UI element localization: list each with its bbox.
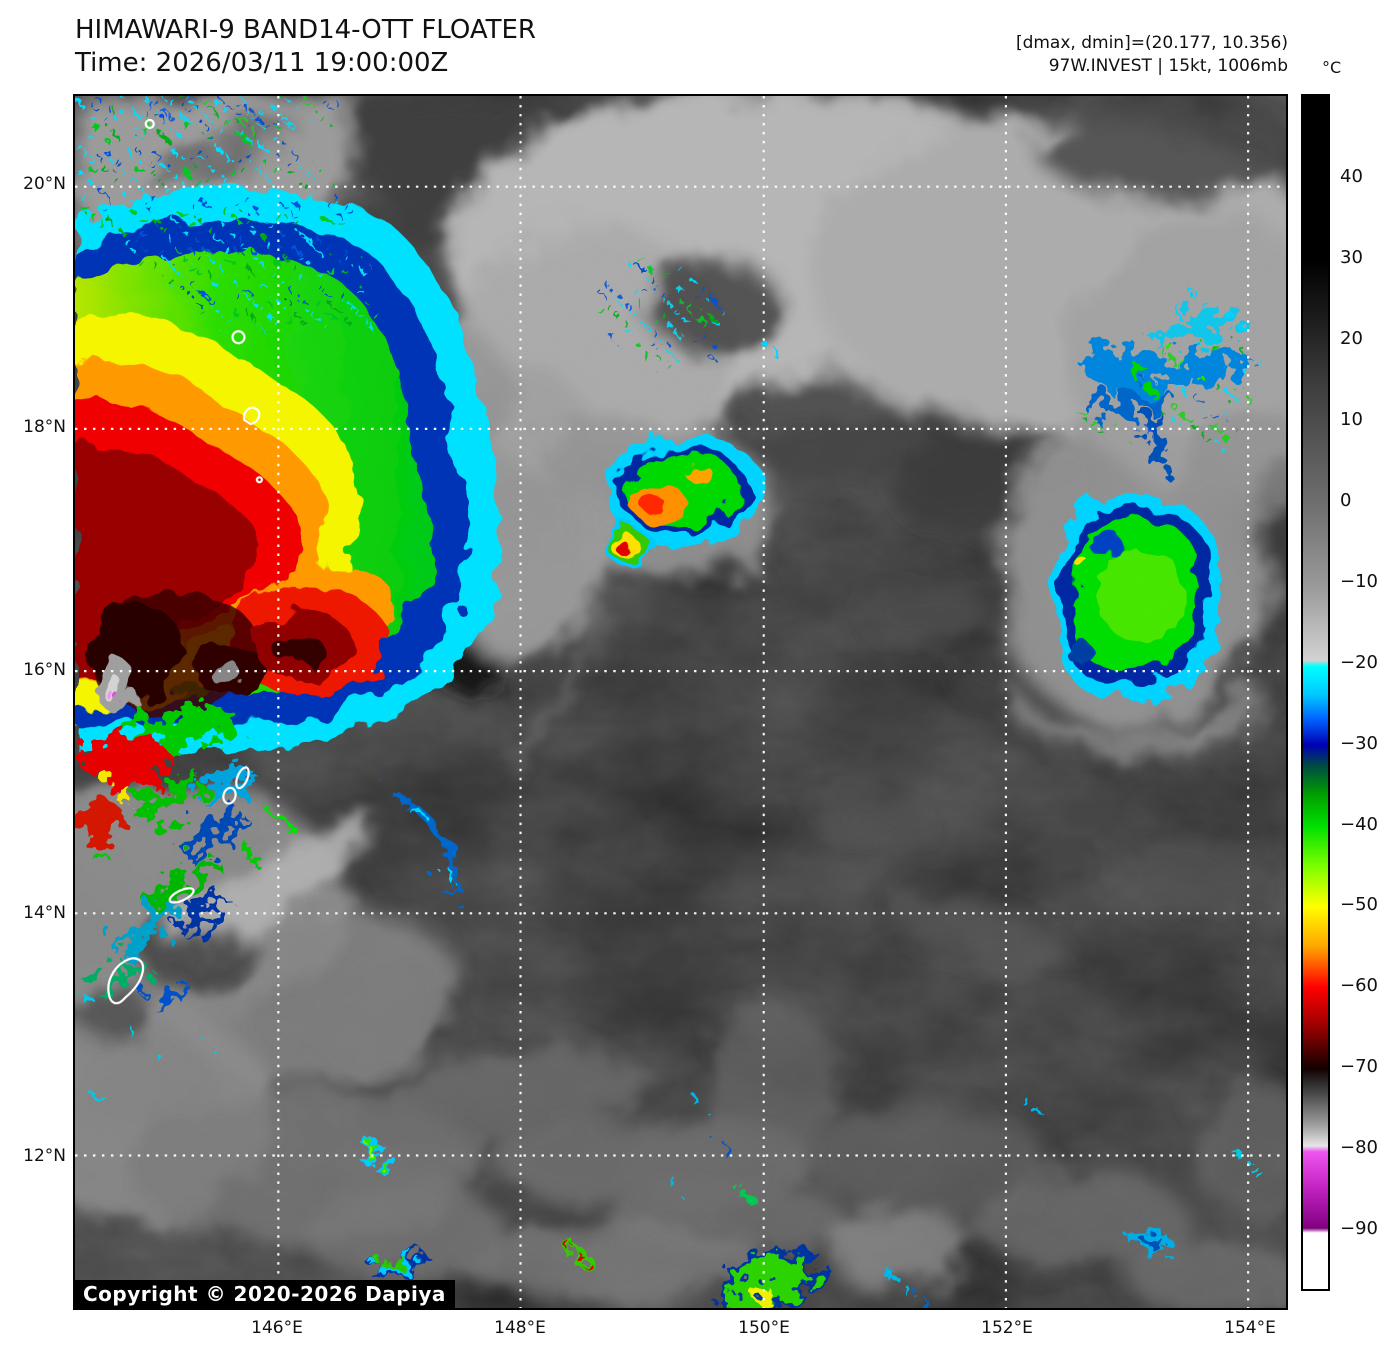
colorbar-tick: 10 bbox=[1340, 409, 1363, 430]
colorbar-tick: 40 bbox=[1340, 166, 1363, 187]
colorbar-tick: −90 bbox=[1340, 1218, 1378, 1239]
lat-label: 16°N bbox=[23, 660, 66, 680]
colorbar-tick: 20 bbox=[1340, 328, 1363, 349]
colorbar-unit-label: °C bbox=[1322, 58, 1342, 77]
colorbar-tick: −20 bbox=[1340, 652, 1378, 673]
lat-label: 14°N bbox=[23, 903, 66, 923]
colorbar-tick: −50 bbox=[1340, 894, 1378, 915]
colorbar-tick: −40 bbox=[1340, 814, 1378, 835]
copyright-badge: Copyright © 2020-2026 Dapiya bbox=[74, 1280, 455, 1309]
temperature-colorbar bbox=[1301, 94, 1330, 1291]
annotation-block: [dmax, dmin]=(20.177, 10.356) 97W.INVEST… bbox=[1016, 32, 1288, 78]
colorbar-tick: −80 bbox=[1340, 1137, 1378, 1158]
colorbar-tick: −70 bbox=[1340, 1056, 1378, 1077]
lon-label: 154°E bbox=[1224, 1318, 1276, 1338]
grain-texture bbox=[75, 96, 1286, 1308]
colorbar-tick: −30 bbox=[1340, 733, 1378, 754]
lat-label: 18°N bbox=[23, 417, 66, 437]
lon-label: 146°E bbox=[251, 1318, 303, 1338]
title-block: HIMAWARI-9 BAND14-OTT FLOATER Time: 2026… bbox=[75, 14, 536, 80]
lon-label: 150°E bbox=[738, 1318, 790, 1338]
lon-label: 148°E bbox=[494, 1318, 546, 1338]
colorbar-tick: −10 bbox=[1340, 571, 1378, 592]
colorbar-tick: 0 bbox=[1340, 490, 1352, 511]
dmax-dmin-annotation: [dmax, dmin]=(20.177, 10.356) bbox=[1015, 33, 1288, 53]
page-title: HIMAWARI-9 BAND14-OTT FLOATER bbox=[75, 15, 536, 45]
storm-annotation: 97W.INVEST | 15kt, 1006mb bbox=[1048, 56, 1288, 76]
map-plot bbox=[73, 94, 1288, 1310]
lat-label: 12°N bbox=[23, 1146, 66, 1166]
timestamp: Time: 2026/03/11 19:00:00Z bbox=[75, 48, 449, 78]
colorbar-tick: −60 bbox=[1340, 975, 1378, 996]
colorbar-tick: 30 bbox=[1340, 247, 1363, 268]
lat-label: 20°N bbox=[23, 174, 66, 194]
lon-label: 152°E bbox=[981, 1318, 1033, 1338]
satellite-map bbox=[75, 96, 1286, 1308]
